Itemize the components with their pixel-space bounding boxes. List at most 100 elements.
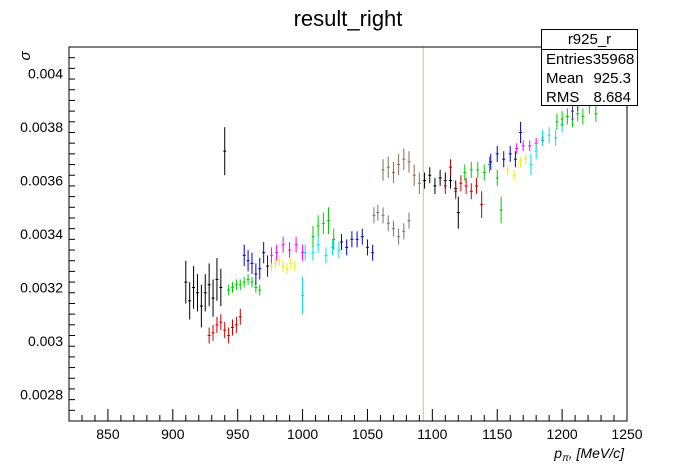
data-point (281, 236, 285, 253)
data-point (474, 177, 478, 194)
data-point (293, 260, 297, 272)
data-point (231, 282, 235, 293)
data-point (459, 175, 463, 192)
y-tick-label: 0.0032 (20, 279, 63, 295)
x-tick-label: 1200 (547, 426, 578, 442)
data-point (332, 228, 336, 251)
data-point (231, 319, 235, 336)
data-point (524, 153, 528, 165)
data-point (327, 207, 331, 234)
plot-frame (68, 46, 628, 422)
data-point (246, 250, 250, 272)
data-point (386, 156, 390, 178)
data-point (289, 258, 293, 269)
y-tick-label: 0.003 (28, 333, 63, 349)
data-point (211, 324, 215, 341)
data-point (402, 148, 406, 170)
data-point (207, 263, 211, 307)
series-6 (269, 236, 305, 264)
data-point (456, 196, 460, 229)
data-point (372, 207, 376, 224)
data-point (397, 228, 401, 245)
data-point (519, 121, 523, 144)
data-point (449, 159, 453, 176)
data-point (311, 225, 315, 248)
data-point (502, 151, 506, 168)
data-point (324, 247, 328, 264)
series-4 (242, 242, 270, 285)
data-point (480, 191, 484, 218)
data-point (513, 151, 517, 168)
stats-box: r925_r Entries 35968 Mean 925.3 RMS 8.68… (541, 29, 638, 106)
x-axis-label-unit: , [MeV/c] (569, 445, 625, 461)
data-point (391, 161, 395, 184)
series-15 (489, 121, 523, 170)
series-14 (463, 156, 503, 224)
y-tick-label: 0.0036 (20, 173, 63, 189)
data-point (506, 164, 510, 176)
data-point (199, 284, 203, 328)
stats-title: r925_r (542, 30, 637, 50)
x-tick-label: 1050 (352, 426, 383, 442)
y-tick-label: 0.0034 (20, 226, 63, 242)
data-point (438, 169, 442, 186)
stats-entries-label: Entries (546, 51, 593, 68)
data-point (554, 129, 558, 146)
stats-row-rms: RMS 8.684 (542, 88, 637, 107)
data-point (275, 244, 279, 261)
data-point (423, 172, 427, 189)
data-point (203, 274, 207, 312)
data-point (397, 153, 401, 176)
data-point (303, 244, 307, 261)
data-point (443, 177, 447, 194)
data-point (534, 143, 538, 160)
data-point (386, 215, 390, 232)
x-axis: 850 900 950 1000 1050 1100 1150 1200 1250 (68, 409, 643, 442)
data-point (250, 276, 254, 288)
data-point (258, 284, 262, 296)
y-tick-label: 0.0028 (20, 386, 63, 402)
data-point (234, 316, 238, 333)
data-point (316, 215, 320, 237)
series-1 (184, 127, 227, 328)
x-axis-label-main: p (553, 445, 562, 461)
y-tick-label: 0.004 (28, 66, 63, 82)
data-point (515, 143, 519, 154)
series-12 (423, 167, 460, 229)
stats-mean-label: Mean (546, 70, 584, 87)
series-11 (381, 148, 421, 194)
x-tick-label: 1250 (611, 426, 642, 442)
data-point (521, 140, 525, 152)
data-point (565, 108, 569, 125)
data-point (238, 308, 242, 325)
series-17 (515, 135, 545, 154)
data-point (273, 258, 277, 269)
data-point (495, 169, 499, 186)
data-point (223, 127, 227, 176)
data-point (242, 244, 246, 267)
stats-rms-value: 8.684 (593, 89, 631, 106)
data-point (192, 266, 196, 309)
data-point (464, 177, 468, 194)
data-point (555, 113, 559, 130)
data-point (528, 140, 532, 152)
data-point (407, 212, 411, 229)
data-point (301, 276, 305, 315)
data-markers (184, 57, 613, 344)
series-5 (269, 255, 297, 275)
data-point (250, 252, 254, 275)
data-point (495, 145, 499, 162)
data-point (499, 196, 503, 224)
data-point (381, 159, 385, 181)
data-point (285, 263, 289, 275)
data-point (266, 255, 270, 277)
data-point (407, 151, 411, 173)
data-point (288, 242, 292, 259)
x-tick-label: 1150 (482, 426, 512, 442)
data-point (355, 231, 359, 248)
data-point (581, 108, 585, 125)
data-point (412, 164, 416, 186)
data-point (428, 167, 432, 184)
data-point (402, 223, 406, 240)
